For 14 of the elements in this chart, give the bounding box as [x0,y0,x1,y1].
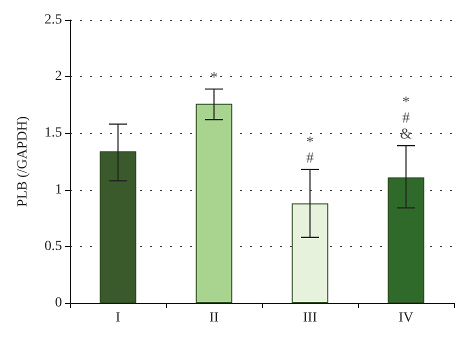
y-tick-label: 2 [55,69,62,84]
y-tick-label: 0 [55,296,62,310]
x-tick-label: IV [398,310,414,326]
y-axis-title: PLB (/GAPDH) [16,116,30,207]
x-tick-label: III [303,310,318,326]
y-tick-label: 1 [55,182,62,198]
x-tick-label: II [209,310,219,326]
data-label: * # [306,134,314,166]
x-tick-label: I [116,310,121,326]
data-label: * # & [400,94,412,143]
data-label: * [210,70,218,86]
y-tick-label: 2.5 [44,12,62,28]
y-tick-label: 0.5 [44,238,62,254]
y-tick-label: 1.5 [44,126,62,141]
